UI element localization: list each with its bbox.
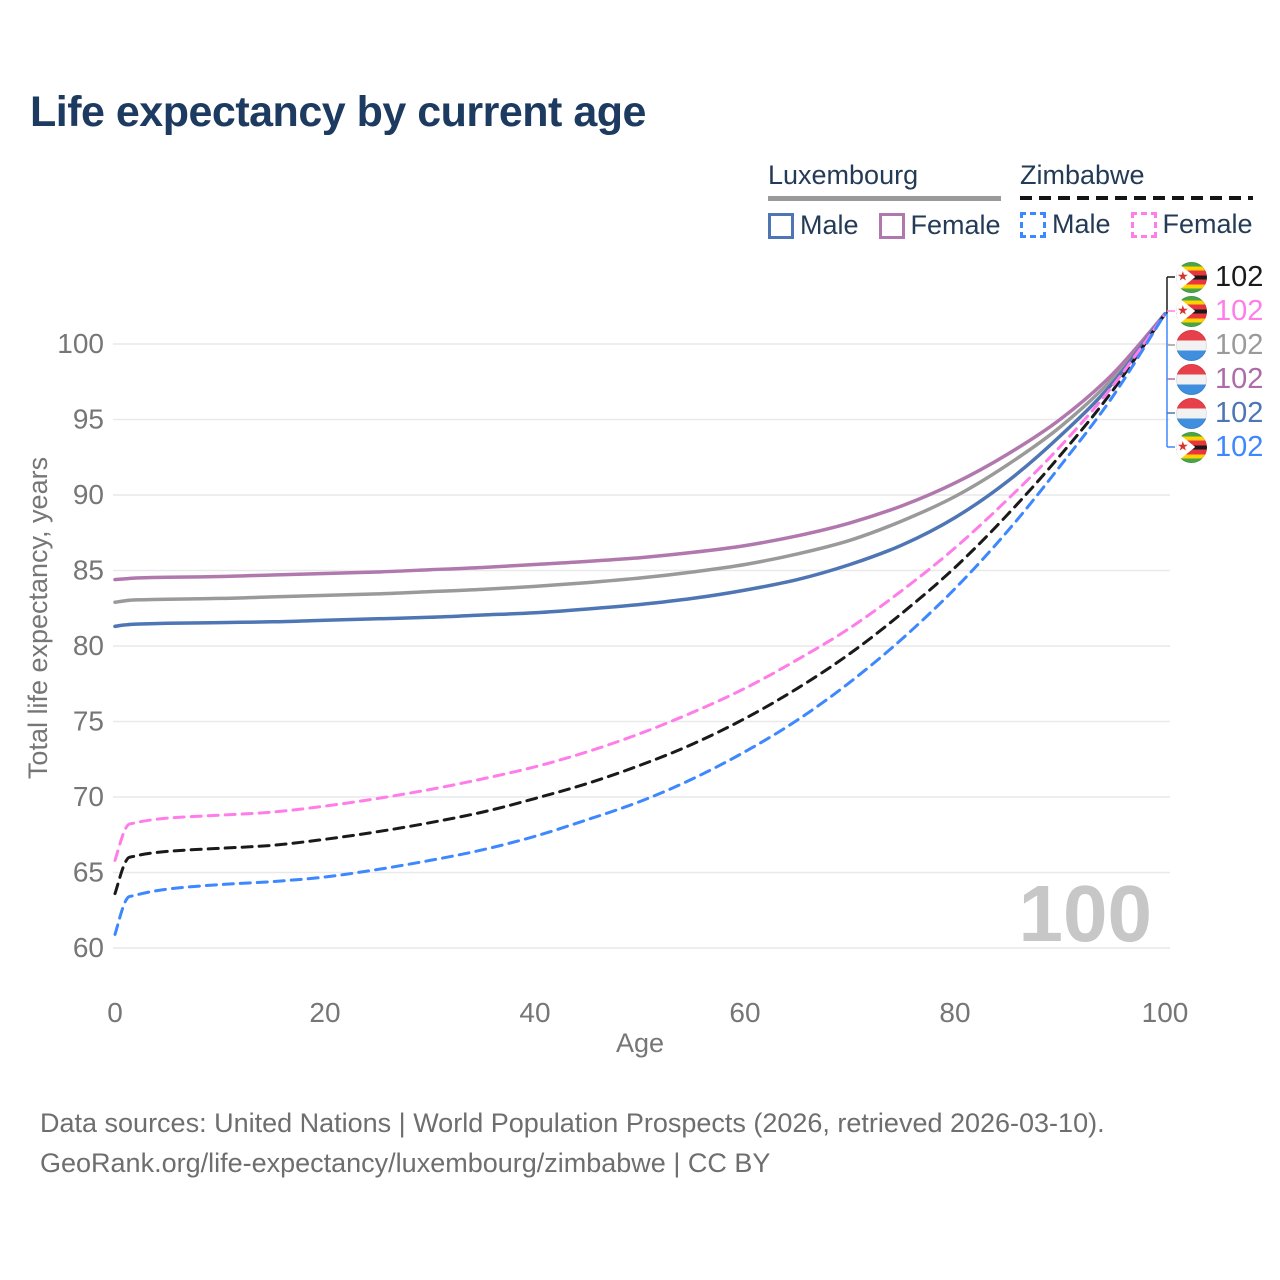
- x-axis-title: Age: [616, 1028, 664, 1058]
- series-zimbabwe-total: [113, 312, 1167, 896]
- luxembourg-flag-icon: [1176, 363, 1207, 395]
- y-tick-80: 80: [73, 630, 104, 661]
- legend-group-zimbabwe: Zimbabwe Male Female: [1020, 160, 1253, 240]
- luxembourg-flag-icon: [1176, 329, 1207, 361]
- legend-country-luxembourg[interactable]: Luxembourg: [768, 160, 919, 190]
- x-tick-100: 100: [1142, 997, 1189, 1028]
- legend-swatch-luxembourg-female: [878, 212, 905, 239]
- legend-underline-luxembourg: [768, 196, 1001, 201]
- y-tick-65: 65: [73, 857, 104, 888]
- zimbabwe-flag-icon: [1176, 431, 1207, 463]
- legend-label-zimbabwe-female: Female: [1162, 209, 1253, 239]
- end-label-zimbabwe-total: 102: [1176, 261, 1263, 293]
- legend-swatch-zimbabwe-male: [1020, 211, 1046, 238]
- legend-item-luxembourg-female[interactable]: Female: [878, 210, 1001, 241]
- series-luxembourg-male: [113, 312, 1167, 629]
- age-watermark: 100: [1019, 869, 1152, 958]
- end-label-luxembourg-female: 102: [1176, 363, 1263, 395]
- x-tick-80: 80: [939, 997, 970, 1028]
- legend-underline-zimbabwe: [1020, 196, 1253, 200]
- end-label-zimbabwe-male: 102: [1176, 431, 1263, 463]
- legend-label-zimbabwe-male: Male: [1052, 209, 1111, 239]
- luxembourg-flag-icon: [1176, 397, 1207, 429]
- y-axis-title: Total life expectancy, years: [23, 457, 53, 779]
- legend-label-luxembourg-female: Female: [910, 210, 1001, 240]
- x-tick-40: 40: [519, 997, 550, 1028]
- legend-swatch-luxembourg-male: [768, 212, 794, 239]
- legend-item-zimbabwe-female[interactable]: Female: [1130, 209, 1253, 240]
- zimbabwe-flag-icon: [1176, 295, 1207, 327]
- y-tick-60: 60: [73, 932, 104, 963]
- y-tick-75: 75: [73, 706, 104, 737]
- zimbabwe-flag-icon: [1176, 261, 1207, 293]
- y-tick-90: 90: [73, 479, 104, 510]
- legend-label-luxembourg-male: Male: [800, 210, 859, 240]
- footer-sources: Data sources: United Nations | World Pop…: [40, 1108, 1105, 1138]
- series-luxembourg-female: [113, 312, 1167, 582]
- y-tick-85: 85: [73, 555, 104, 586]
- page-title: Life expectancy by current age: [30, 88, 646, 136]
- end-label-luxembourg-male: 102: [1176, 397, 1263, 429]
- footer-attribution[interactable]: GeoRank.org/life-expectancy/luxembourg/z…: [40, 1148, 771, 1178]
- end-label-value: 102: [1215, 362, 1264, 395]
- x-tick-20: 20: [309, 997, 340, 1028]
- legend-item-luxembourg-male[interactable]: Male: [768, 210, 859, 241]
- y-tick-95: 95: [73, 404, 104, 435]
- end-label-zimbabwe-female: 102: [1176, 295, 1263, 327]
- series-luxembourg-total: [113, 312, 1167, 604]
- series-zimbabwe-male: [113, 312, 1167, 936]
- end-label-luxembourg-total: 102: [1176, 329, 1263, 361]
- legend-item-zimbabwe-male[interactable]: Male: [1020, 209, 1111, 240]
- x-tick-60: 60: [729, 997, 760, 1028]
- legend-group-luxembourg: Luxembourg Male Female: [768, 160, 1001, 241]
- end-label-value: 102: [1215, 328, 1264, 361]
- end-label-value: 102: [1215, 260, 1264, 293]
- legend-swatch-zimbabwe-female: [1130, 211, 1157, 238]
- x-tick-0: 0: [107, 997, 123, 1028]
- end-label-value: 102: [1215, 430, 1264, 463]
- series-zimbabwe-female: [113, 312, 1167, 862]
- end-label-value: 102: [1215, 294, 1264, 327]
- y-tick-70: 70: [73, 781, 104, 812]
- legend-country-zimbabwe[interactable]: Zimbabwe: [1020, 160, 1145, 190]
- end-label-value: 102: [1215, 396, 1264, 429]
- y-tick-100: 100: [57, 328, 104, 359]
